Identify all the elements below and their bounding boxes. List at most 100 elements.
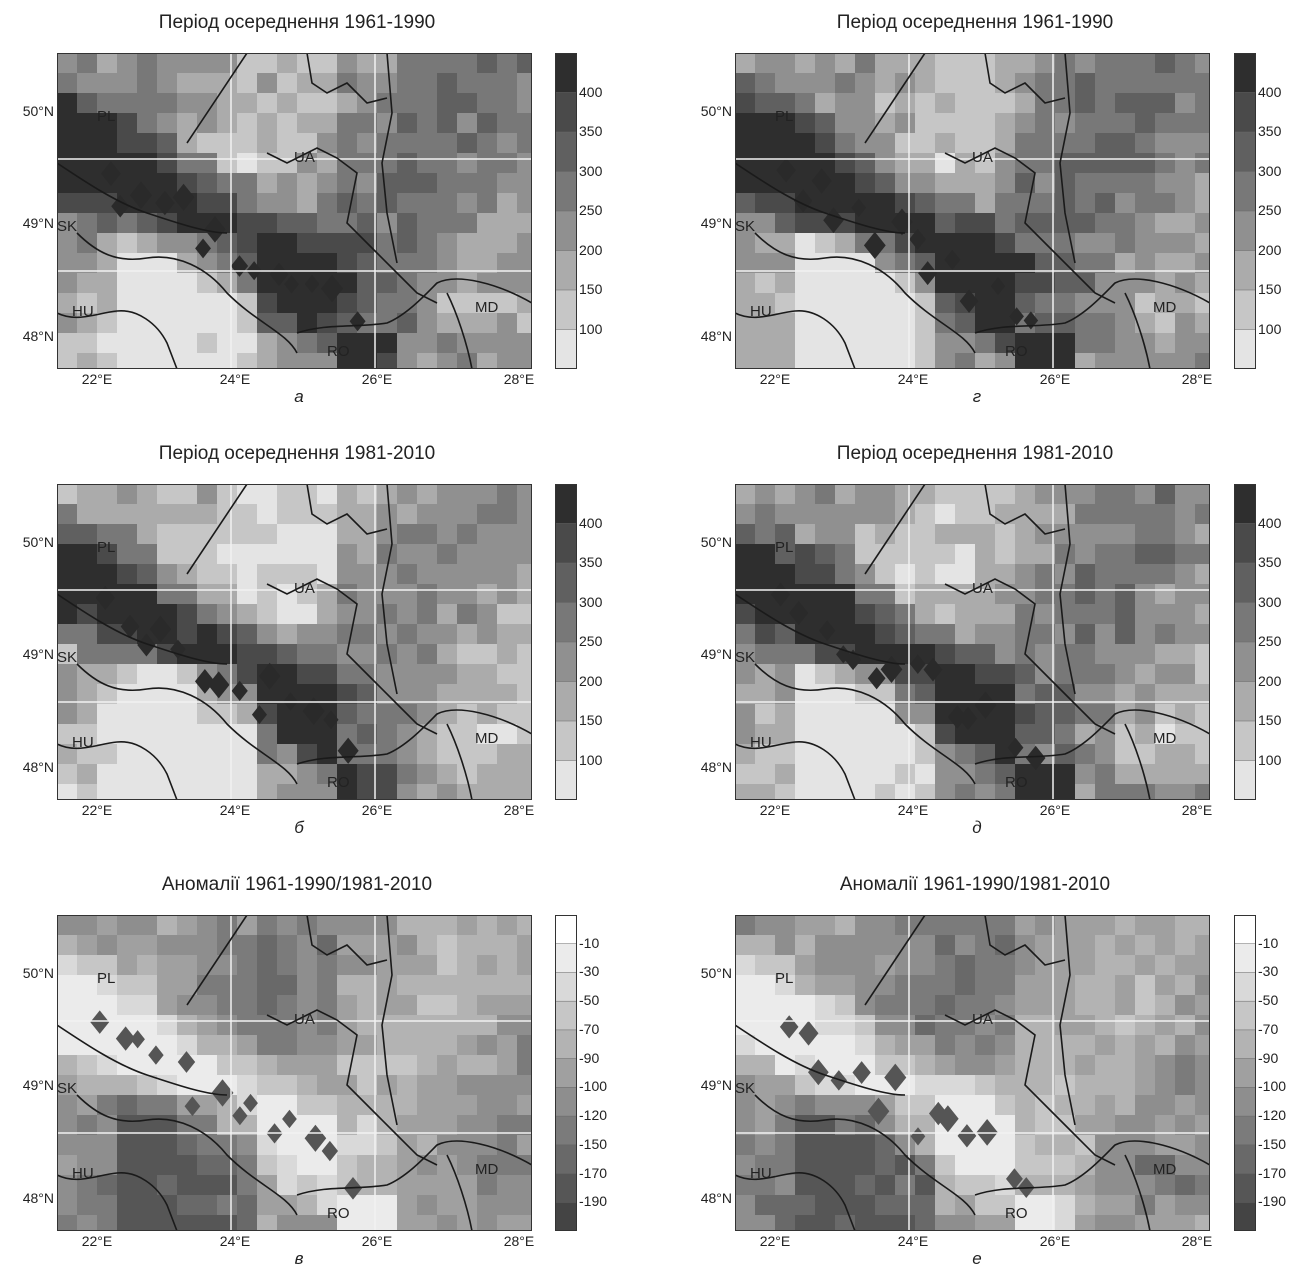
contour-cell [57,253,78,274]
contour-cell [297,624,318,645]
contour-cell [1015,173,1036,194]
contour-cell [257,213,278,234]
contour-cell [437,1075,458,1096]
contour-cell [1035,1075,1056,1096]
contour-cell [477,684,498,705]
contour-cell [1055,293,1076,314]
contour-cell [457,193,478,214]
contour-cell [297,1035,318,1056]
country-label-hu: HU [750,303,772,320]
contour-cell [975,333,996,354]
colorbar-label: -10 [579,934,600,951]
contour-cell [117,484,138,505]
colorbar-swatch [555,329,577,369]
contour-cell [317,564,338,585]
contour-cell [417,193,438,214]
contour-cell [1095,193,1116,214]
high-value-cell [129,181,153,210]
contour-cell [517,784,532,800]
contour-cell [1135,293,1156,314]
contour-cell [177,153,198,174]
contour-cell [317,1075,338,1096]
contour-cell [755,704,776,725]
contour-cell [417,1115,438,1136]
colorbar-label: 150 [579,712,603,728]
contour-cell [775,784,796,800]
contour-cell [1135,1095,1156,1116]
contour-cell [775,644,796,665]
contour-cell [197,1155,218,1176]
contour-cell [377,524,398,545]
contour-cell [995,93,1016,114]
contour-cell [357,53,378,74]
contour-cell [157,995,178,1016]
contour-cell [277,53,298,74]
contour-cell [1095,113,1116,134]
contour-cell [97,684,118,705]
contour-cell [137,544,158,565]
contour-cell [257,333,278,354]
contour-cell [257,1075,278,1096]
contour-cell [755,784,776,800]
contour-cell [1195,1075,1210,1096]
panel-title: Період осереднення 1981-2010 [158,443,436,464]
contour-cell [57,133,78,154]
contour-cell [775,935,796,956]
contour-cell [755,504,776,525]
contour-cell [1115,1055,1136,1076]
contour-cell [237,193,258,214]
colorbar-swatch [555,1087,577,1117]
contour-cell [417,1215,438,1231]
country-border [944,578,1116,735]
contour-cell [317,724,338,745]
contour-cell [795,1075,816,1096]
contour-cell [157,1175,178,1196]
contour-cell [237,1055,258,1076]
contour-cell [975,273,996,294]
contour-cell [935,193,956,214]
contour-cell [57,93,78,114]
contour-cell [257,1095,278,1116]
contour-cell [855,915,876,936]
contour-cell [497,524,518,545]
country-label-md: MD [1153,1161,1177,1178]
contour-cell [1075,253,1096,274]
colorbar-label: 400 [579,83,603,100]
contour-cell [855,53,876,74]
contour-cell [835,1215,856,1231]
contour-cell [1195,1095,1210,1116]
contour-cell [357,935,378,956]
contour-cell [1155,293,1176,314]
contour-cell [935,975,956,996]
contour-cell [915,995,936,1016]
contour-cell [1175,313,1196,334]
country-border [57,310,178,369]
contour-cell [97,544,118,565]
latitude-tick-label: 49°N [700,1077,732,1093]
contour-cell [477,664,498,685]
contour-cell [157,955,178,976]
high-value-cell [918,261,938,286]
longitude-tick-label: 26°E [361,802,393,818]
contour-cell [775,724,796,745]
contour-cell [57,1055,78,1076]
contour-cell [217,1115,238,1136]
contour-cell [297,604,318,625]
high-value-cell [130,1030,145,1049]
contour-cell [1155,664,1176,685]
contour-cell [955,173,976,194]
contour-cell [1015,684,1036,705]
contour-cell [257,955,278,976]
contour-cell [935,113,956,134]
contour-cell [1175,1075,1196,1096]
contour-cell [1175,664,1196,685]
contour-cell [775,1215,796,1231]
contour-cell [257,544,278,565]
contour-cell [1195,584,1210,605]
contour-cell [117,153,138,174]
contour-cell [377,644,398,665]
contour-cell [935,213,956,234]
contour-cell [835,1015,856,1036]
contour-cell [995,173,1016,194]
contour-cell [1015,1155,1036,1176]
